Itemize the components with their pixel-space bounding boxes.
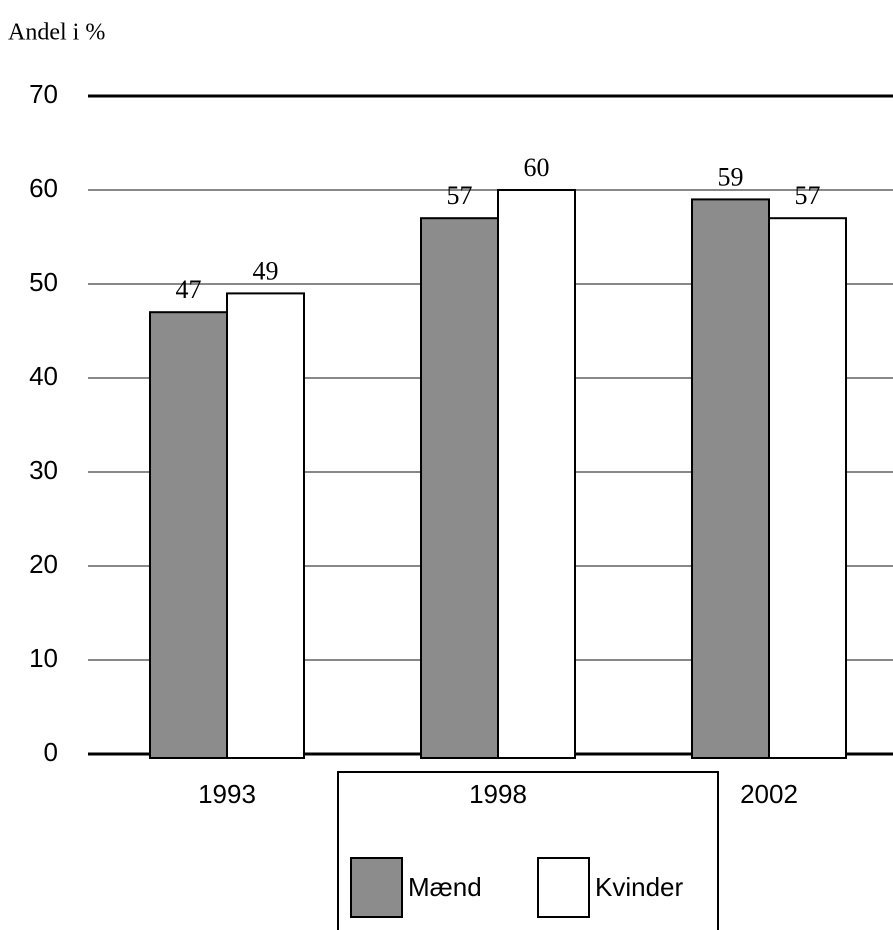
- data-label: 59: [718, 162, 744, 191]
- data-label: 60: [524, 153, 550, 182]
- bar: [226, 292, 305, 759]
- y-tick-label: 40: [29, 361, 58, 391]
- bar: [497, 189, 576, 759]
- y-tick-label: 20: [29, 549, 58, 579]
- y-tick-label: 10: [29, 643, 58, 673]
- data-label: 57: [447, 181, 473, 210]
- y-axis-label: Andel i %: [8, 20, 105, 46]
- bar: [149, 311, 228, 759]
- bar: [420, 217, 499, 759]
- legend-label: Kvinder: [595, 872, 683, 902]
- y-tick-label: 60: [29, 173, 58, 203]
- bar: [768, 217, 847, 759]
- y-tick-label: 0: [44, 737, 58, 767]
- legend-swatch: [350, 857, 403, 918]
- y-tick-label: 70: [29, 79, 58, 109]
- y-tick-label: 50: [29, 267, 58, 297]
- bar: [691, 198, 770, 759]
- data-label: 57: [795, 181, 821, 210]
- x-tick-label: 1998: [469, 779, 527, 809]
- legend-label: Mænd: [408, 872, 482, 902]
- data-label: 47: [176, 275, 202, 304]
- y-tick-label: 30: [29, 455, 58, 485]
- x-tick-label: 2002: [740, 779, 798, 809]
- x-tick-label: 1993: [198, 779, 256, 809]
- legend-swatch: [537, 857, 590, 918]
- data-label: 49: [253, 256, 279, 285]
